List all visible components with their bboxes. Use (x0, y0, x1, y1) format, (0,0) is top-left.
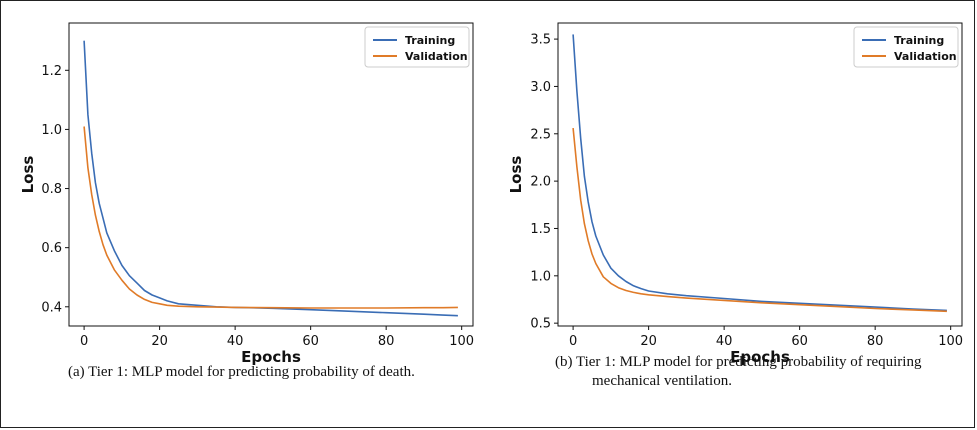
x-tick-label: 20 (151, 334, 168, 349)
y-tick-label: 1.0 (530, 269, 551, 284)
y-axis-label: Loss (19, 156, 37, 194)
y-tick-label: 2.0 (530, 175, 551, 190)
x-tick-label: 40 (716, 334, 733, 349)
x-tick-label: 20 (640, 334, 657, 349)
legend-label-validation: Validation (405, 50, 468, 63)
chart-a: 0 20 40 60 80 100 0.4 0.6 0.8 1.0 1.2 Epochs Loss Tra… (19, 22, 474, 366)
plot-frame (68, 22, 474, 327)
y-tick-label: 0.8 (41, 182, 62, 197)
series-line-training (572, 34, 947, 312)
y-tick-label: 1.5 (530, 222, 551, 237)
series-line-validation (572, 128, 947, 313)
x-tick-label: 100 (938, 334, 963, 349)
x-tick-label: 60 (791, 334, 808, 349)
x-tick-label: 100 (449, 334, 474, 349)
x-tick-label: 60 (302, 334, 319, 349)
legend-label-validation: Validation (894, 50, 957, 63)
plot-frame (557, 22, 963, 327)
y-tick-label: 1.2 (41, 64, 62, 79)
legend-label-training: Training (894, 34, 944, 47)
series-line-training (83, 40, 458, 317)
x-axis-label: Epochs (241, 348, 301, 366)
x-tick-label: 0 (80, 334, 88, 349)
legend-label-training: Training (405, 34, 455, 47)
x-tick-label: 0 (569, 334, 577, 349)
caption-a-line-1: (a) Tier 1: MLP model for predicting pro… (68, 364, 415, 380)
chart-b: 0 20 40 60 80 100 0.5 1.0 1.5 2.0 2.5 3.0 3.5 Epochs L… (507, 22, 963, 366)
caption-b: (b) Tier 1: MLP model for predicting pro… (555, 353, 970, 391)
y-tick-label: 3.5 (530, 33, 551, 48)
x-tick-label: 80 (867, 334, 884, 349)
caption-b-line-2: mechanical ventilation. (592, 373, 732, 389)
y-tick-label: 2.5 (530, 127, 551, 142)
x-tick-label: 40 (227, 334, 244, 349)
y-axis-label: Loss (507, 156, 525, 194)
y-tick-label: 3.0 (530, 80, 551, 95)
y-tick-label: 0.5 (530, 317, 551, 332)
series-line-validation (83, 126, 458, 309)
y-tick-label: 0.4 (41, 300, 62, 315)
caption-a: (a) Tier 1: MLP model for predicting pro… (68, 363, 488, 382)
x-tick-label: 80 (378, 334, 395, 349)
y-tick-label: 1.0 (41, 123, 62, 138)
caption-b-line-1: (b) Tier 1: MLP model for predicting pro… (555, 354, 922, 370)
y-tick-label: 0.6 (41, 241, 62, 256)
x-axis-label: Epochs (730, 348, 790, 366)
